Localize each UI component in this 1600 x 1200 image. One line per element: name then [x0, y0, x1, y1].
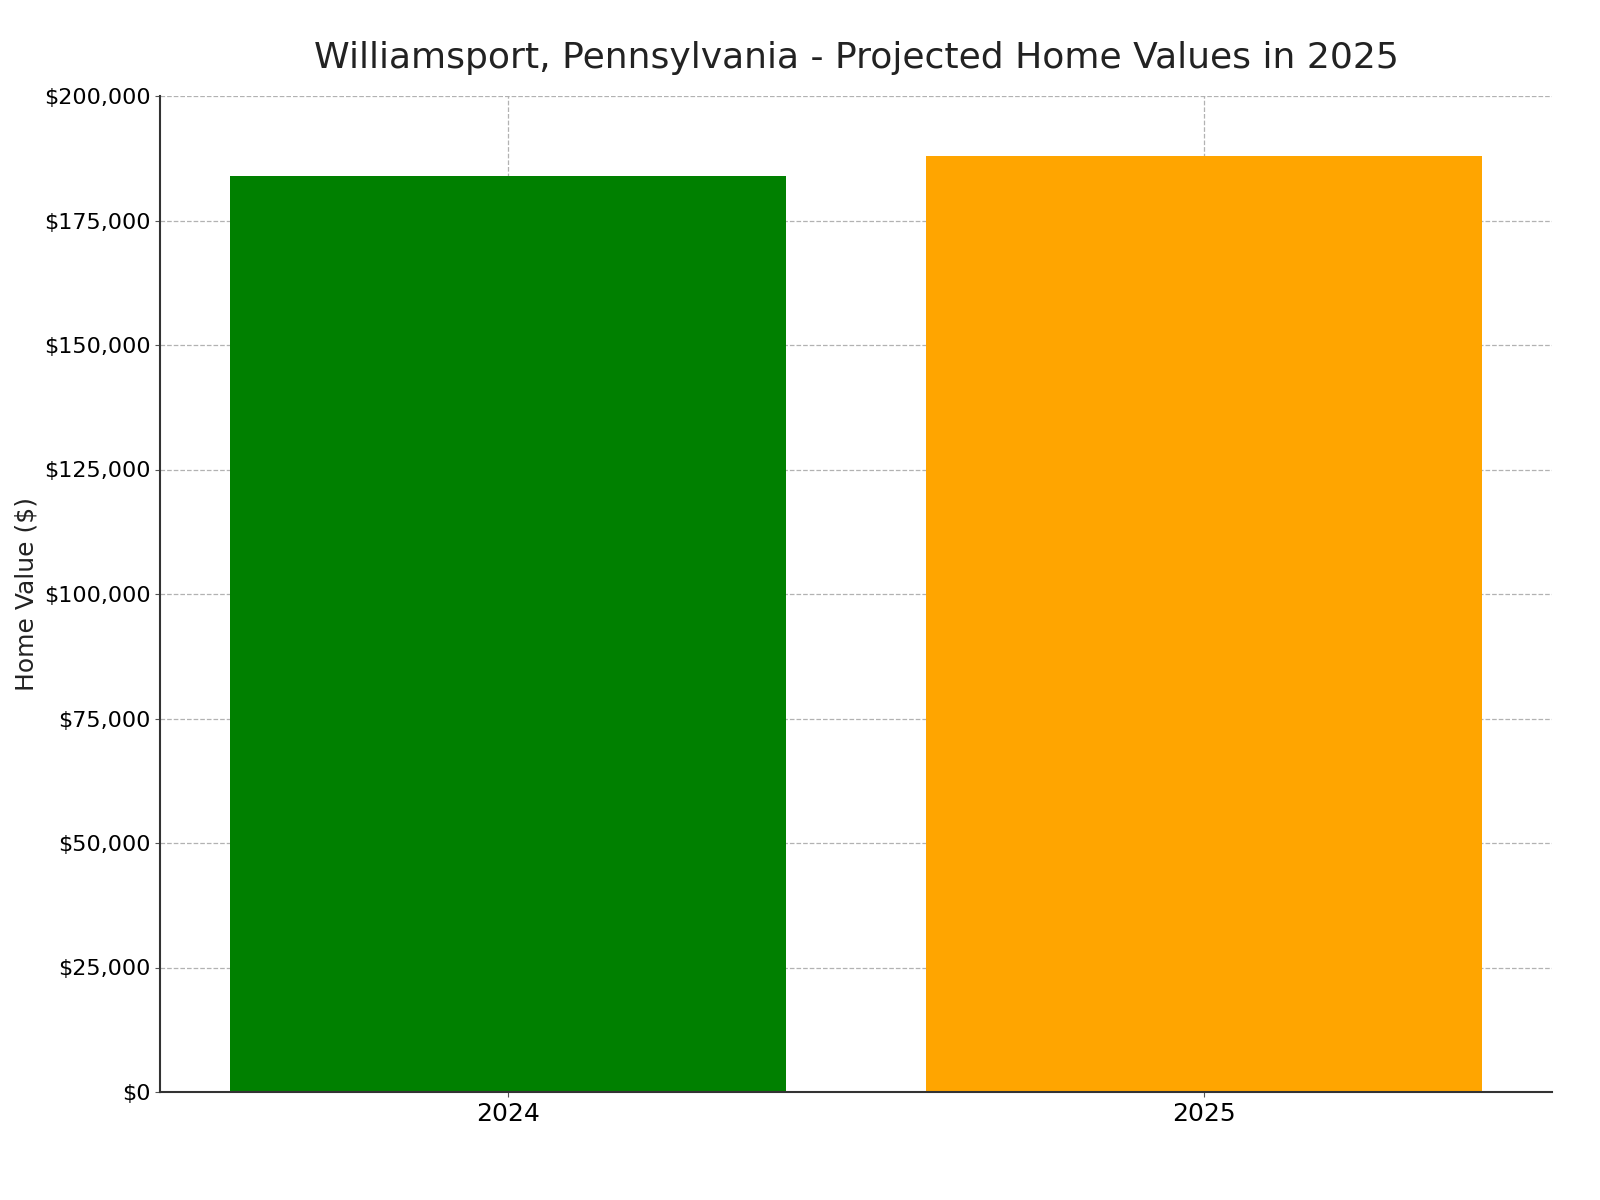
Bar — [925, 156, 1482, 1092]
Title: Williamsport, Pennsylvania - Projected Home Values in 2025: Williamsport, Pennsylvania - Projected H… — [314, 41, 1398, 76]
Y-axis label: Home Value ($): Home Value ($) — [14, 497, 38, 691]
Bar — [230, 175, 787, 1092]
